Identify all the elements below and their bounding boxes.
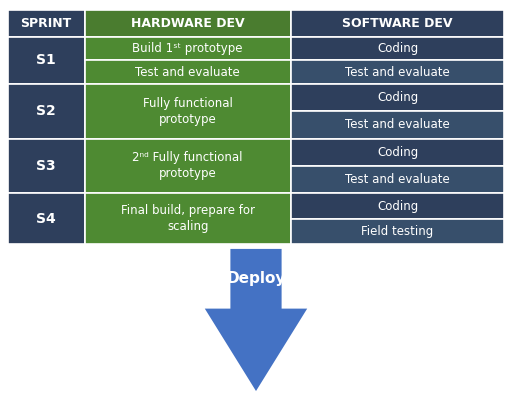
Text: HARDWARE DEV: HARDWARE DEV	[131, 17, 245, 30]
Text: S1: S1	[36, 53, 56, 67]
Text: SOFTWARE DEV: SOFTWARE DEV	[343, 17, 453, 30]
Text: Final build, prepare for
scaling: Final build, prepare for scaling	[121, 204, 254, 233]
Text: Fully functional
prototype: Fully functional prototype	[143, 96, 232, 126]
Text: Test and evaluate: Test and evaluate	[345, 173, 450, 186]
Text: S3: S3	[36, 159, 56, 173]
FancyBboxPatch shape	[84, 139, 291, 193]
Text: Test and evaluate: Test and evaluate	[135, 66, 240, 79]
FancyBboxPatch shape	[291, 219, 504, 244]
Polygon shape	[205, 249, 307, 391]
Text: Test and evaluate: Test and evaluate	[345, 66, 450, 79]
FancyBboxPatch shape	[8, 139, 84, 193]
FancyBboxPatch shape	[291, 84, 504, 111]
Text: Coding: Coding	[377, 146, 418, 159]
FancyBboxPatch shape	[84, 10, 291, 37]
Text: S2: S2	[36, 104, 56, 118]
FancyBboxPatch shape	[84, 37, 291, 60]
Text: 2ⁿᵈ Fully functional
prototype: 2ⁿᵈ Fully functional prototype	[133, 151, 243, 181]
FancyBboxPatch shape	[291, 111, 504, 139]
Text: Coding: Coding	[377, 42, 418, 55]
Text: SPRINT: SPRINT	[20, 17, 72, 30]
FancyBboxPatch shape	[84, 193, 291, 244]
FancyBboxPatch shape	[8, 10, 84, 37]
FancyBboxPatch shape	[291, 166, 504, 193]
Text: S4: S4	[36, 212, 56, 226]
FancyBboxPatch shape	[8, 193, 84, 244]
Text: Deploy: Deploy	[226, 271, 286, 286]
Text: Coding: Coding	[377, 91, 418, 104]
Text: Coding: Coding	[377, 200, 418, 212]
Text: Build 1ˢᵗ prototype: Build 1ˢᵗ prototype	[133, 42, 243, 55]
Text: Field testing: Field testing	[361, 225, 434, 238]
FancyBboxPatch shape	[291, 193, 504, 219]
FancyBboxPatch shape	[291, 37, 504, 60]
FancyBboxPatch shape	[84, 84, 291, 139]
FancyBboxPatch shape	[8, 84, 84, 139]
FancyBboxPatch shape	[291, 60, 504, 84]
FancyBboxPatch shape	[291, 10, 504, 37]
Text: Test and evaluate: Test and evaluate	[345, 118, 450, 131]
FancyBboxPatch shape	[291, 139, 504, 166]
FancyBboxPatch shape	[84, 60, 291, 84]
FancyBboxPatch shape	[8, 37, 84, 84]
